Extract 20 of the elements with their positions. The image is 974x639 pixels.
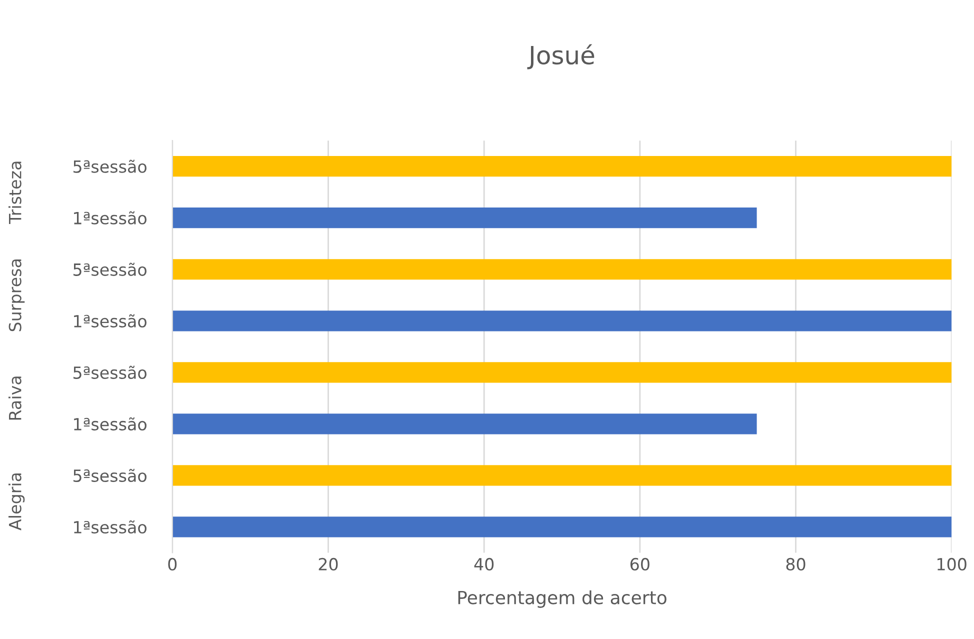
x-tick-label: 100 bbox=[938, 558, 966, 570]
x-tick-label: 20 bbox=[318, 558, 338, 570]
chart-title: Josué bbox=[527, 44, 594, 70]
text: Tristeza bbox=[8, 162, 22, 224]
y-tick-label: 5ªsessão bbox=[74, 160, 146, 173]
y-tick-label: 1ªsessão bbox=[74, 417, 146, 431]
y-tick-label: 1ªsessão bbox=[74, 211, 146, 224]
x-tick-label: 80 bbox=[786, 558, 806, 570]
y-tick-label: 5ªsessão bbox=[74, 262, 146, 276]
x-tick-label: 60 bbox=[630, 558, 650, 570]
text: Surpresa bbox=[8, 260, 25, 332]
text: Alegria bbox=[8, 473, 25, 530]
y-tick-label: 5ªsessão bbox=[74, 468, 146, 482]
x-tick-label: 0 bbox=[168, 558, 177, 570]
x-axis-title: Percentagem de acerto bbox=[458, 590, 666, 608]
text: Raiva bbox=[8, 376, 22, 420]
x-tick-label: 40 bbox=[474, 558, 494, 570]
y-tick-label: 1ªsessão bbox=[74, 314, 146, 328]
y-tick-label: 1ªsessão bbox=[74, 520, 146, 534]
y-tick-label: 5ªsessão bbox=[74, 366, 146, 379]
